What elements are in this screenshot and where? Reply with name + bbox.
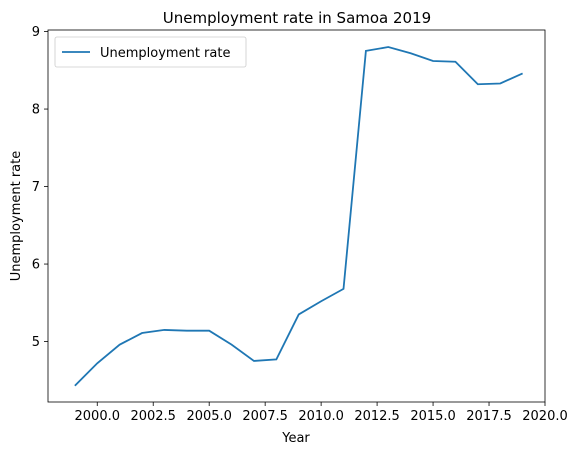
x-tick-label: 2020.0: [522, 409, 568, 424]
x-tick-label: 2005.0: [186, 409, 232, 424]
plot-frame: [47, 29, 546, 403]
x-tick-label: 2012.5: [354, 409, 400, 424]
y-tick-label: 8: [32, 103, 40, 118]
y-tick-label: 7: [32, 180, 40, 195]
legend: Unemployment rate: [54, 36, 247, 68]
y-tick-label: 9: [32, 25, 40, 40]
x-tick-label: 2007.5: [242, 409, 288, 424]
legend-entry-unemployment-rate: Unemployment rate: [100, 46, 230, 61]
x-tick-label: 2000.0: [75, 409, 121, 424]
y-tick-label: 5: [32, 335, 40, 350]
x-tick-label: 2002.5: [130, 409, 176, 424]
chart-title: Unemployment rate in Samoa 2019: [163, 9, 431, 27]
plot-area: [47, 29, 546, 403]
x-tick-label: 2015.0: [410, 409, 456, 424]
x-axis-label: Year: [281, 431, 310, 446]
legend-box: [54, 36, 247, 68]
x-axis-ticks: 2000.0 2002.5 2005.0 2007.5 2010.0 2012.5 2015…: [75, 402, 568, 424]
series-line-unemployment-rate: [74, 46, 523, 387]
x-tick-label: 2017.5: [466, 409, 512, 424]
y-axis-ticks: 5 6 7 8 9: [32, 25, 48, 350]
y-tick-label: 6: [32, 258, 40, 273]
y-axis-label: Unemployment rate: [9, 151, 24, 281]
x-tick-label: 2010.0: [298, 409, 344, 424]
